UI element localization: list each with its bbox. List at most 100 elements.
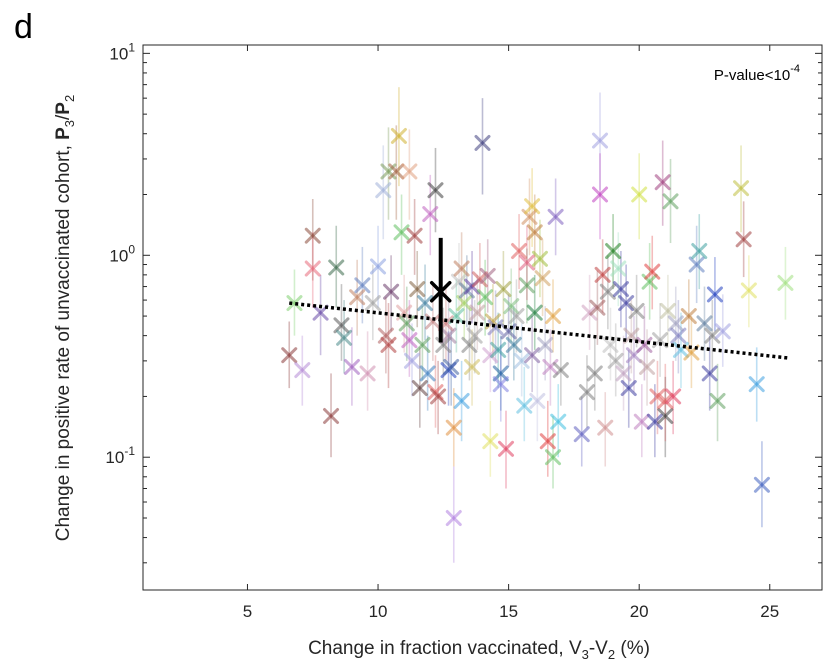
data-point [469,304,486,321]
data-point [586,365,603,382]
data-point [518,277,535,294]
data-point-stroke [294,362,311,379]
data-point [615,365,632,382]
data-point [620,380,637,397]
data-point-stroke [464,358,481,375]
data-point [419,365,436,382]
data-point [701,365,718,382]
data-point [461,336,478,353]
data-point [364,295,381,312]
data-point [479,267,496,284]
data-point [490,341,507,358]
y-axis-label-text: Change in positive rate of unvaccinated … [53,140,74,541]
data-point [304,227,321,244]
data-point [581,304,598,321]
data-point [547,208,564,225]
data-point [777,274,794,291]
data-point-stroke [513,352,530,369]
y-tick-label: 10-1 [105,444,135,467]
data-point [709,392,726,409]
data-point-stroke [639,358,656,375]
data-point [594,266,611,283]
data-point-stroke [688,256,705,273]
data-point [286,295,303,312]
overlay-layer [289,237,789,360]
data-point-stroke [492,376,509,393]
data-point-stroke [375,182,392,199]
data-point [753,476,770,493]
data-point-stroke [349,289,366,306]
data-point-stroke [469,304,486,321]
x-tick-label: 20 [630,602,649,621]
data-point [323,407,340,424]
y-tick-label: 100 [109,242,135,265]
panel-label: d [14,8,33,46]
data-point-stroke [411,380,428,397]
y-axis-label-s2: 2 [62,95,77,102]
data-point [524,198,541,215]
data-point [336,329,353,346]
data-point-stroke [422,206,439,223]
data-point [670,327,687,344]
data-point-stroke [680,308,697,325]
data-point-stroke [398,315,415,332]
data-point-stroke [286,295,303,312]
data-point-stroke [403,352,420,369]
data-point-stroke [505,336,522,353]
data-point [511,243,528,260]
x-tick-label: 25 [760,602,779,621]
data-point [375,182,392,199]
data-point-stroke [649,388,666,405]
y-axis-label-p1: P [53,127,74,140]
data-point [393,224,410,241]
data-point-stroke [453,260,470,277]
data-point [578,384,595,401]
data-point [592,186,609,203]
data-point-stroke [657,392,674,409]
p-value-exponent: -4 [790,63,800,75]
data-point-stroke [654,174,671,191]
data-point [443,358,460,375]
data-point [409,281,426,298]
data-point [471,271,488,288]
data-point-stroke [343,358,360,375]
data-point-stroke [740,282,757,299]
data-point-stroke [393,224,410,241]
x-axis-label-mid: -V [589,638,608,659]
data-point [633,413,650,430]
data-point-stroke [612,281,629,298]
x-axis-label-text: Change in fraction vaccinated, V [308,638,582,659]
data-point [343,358,360,375]
data-point [445,510,462,527]
data-point [636,336,653,353]
data-point-stroke [526,304,543,321]
data-point-stroke [550,413,567,430]
data-point-stroke [547,208,564,225]
data-point-stroke [709,392,726,409]
p-value-text: P-value<10 [714,67,790,84]
data-point-stroke [552,362,569,379]
data-point-stroke [659,302,676,319]
data-point [495,281,512,298]
data-point-stroke [534,270,551,287]
data-point [401,163,418,180]
data-point [417,295,434,312]
data-point [388,163,405,180]
data-point-stroke [370,258,387,275]
y-axis-label-s1: 3 [62,120,77,127]
data-point-stroke [662,193,679,210]
data-point [487,319,504,336]
y-tick-exponent: 0 [128,242,135,256]
data-point-stroke [618,295,635,312]
data-point-stroke [417,295,434,312]
data-point [414,336,431,353]
data-point [550,413,567,430]
data-point-stroke [545,449,562,466]
data-point-stroke [424,313,441,330]
data-point [505,336,522,353]
data-point [401,332,418,349]
data-point-stroke [466,327,483,344]
data-point [453,392,470,409]
data-point-stroke [578,384,595,401]
